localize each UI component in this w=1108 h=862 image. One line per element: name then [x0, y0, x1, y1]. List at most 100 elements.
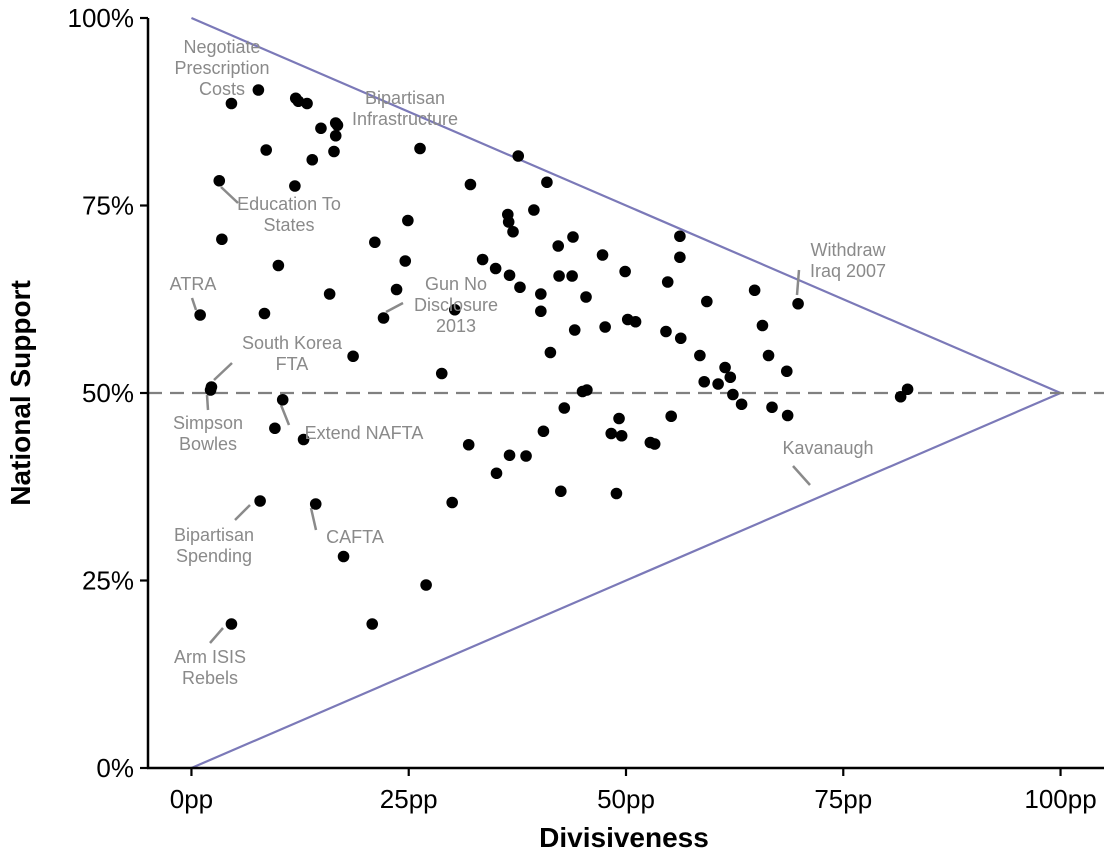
annotation-leader: [220, 186, 239, 204]
annotation-leader: [792, 465, 811, 486]
annotation-line: Education To: [237, 194, 341, 214]
annotation-label: Bipartisan Spending: [174, 525, 254, 566]
data-point: [660, 325, 672, 338]
annotation-line: Withdraw: [810, 240, 886, 260]
annotation-leaders: [190, 186, 811, 644]
data-point: [694, 349, 706, 362]
annotation-line: Infrastructure: [352, 109, 458, 129]
annotation-label: Arm ISIS Rebels: [174, 647, 246, 688]
data-point: [568, 324, 581, 336]
data-point: [502, 216, 515, 228]
data-point: [541, 176, 553, 189]
annotation-line: South Korea: [242, 333, 343, 353]
annotation-leader: [213, 362, 233, 381]
data-point: [596, 249, 609, 261]
data-point: [225, 618, 238, 630]
data-point: [225, 97, 238, 110]
data-point: [580, 291, 592, 303]
data-point: [520, 450, 532, 462]
boundary-lines: [191, 16, 1061, 770]
data-point: [727, 388, 739, 401]
data-point: [289, 180, 301, 192]
data-point: [756, 319, 769, 332]
data-point: [216, 233, 228, 246]
annotation-line: ATRA: [170, 274, 217, 294]
data-point: [724, 371, 737, 384]
x-tick-label: 75pp: [814, 784, 872, 814]
annotation-line: Rebels: [182, 668, 238, 688]
data-point: [462, 438, 475, 451]
data-point: [762, 349, 775, 362]
annotation-line: States: [263, 215, 314, 235]
annotation-line: CAFTA: [326, 527, 384, 547]
data-point: [712, 378, 724, 390]
data-point: [347, 350, 359, 363]
annotation-line: Simpson: [173, 413, 243, 433]
annotation-label: Kavanaugh: [782, 438, 873, 458]
annotation-label: ATRA: [170, 274, 217, 294]
data-point: [503, 449, 516, 462]
data-point: [599, 321, 611, 333]
data-point: [514, 281, 526, 294]
data-point: [719, 361, 731, 374]
x-tick-label: 100pp: [1024, 784, 1096, 814]
data-point: [213, 174, 226, 187]
x-tick-label: 0pp: [170, 784, 213, 814]
annotation-label: Extend NAFTA: [305, 423, 424, 443]
annotation-label: Withdraw Iraq 2007: [810, 240, 887, 281]
annotation-label: South Korea FTA: [242, 333, 343, 374]
data-point: [377, 312, 390, 324]
data-point: [420, 579, 432, 591]
data-point: [901, 383, 914, 396]
data-point: [272, 259, 285, 272]
y-tick-label: 50%: [82, 378, 134, 408]
data-point: [615, 429, 628, 442]
annotation-label: CAFTA: [326, 527, 384, 547]
data-point: [610, 487, 623, 500]
data-point: [674, 332, 687, 345]
data-point: [328, 145, 340, 158]
data-point: [252, 84, 265, 96]
annotation-label: Gun No Disclosure 2013: [414, 274, 498, 336]
data-point: [269, 422, 281, 435]
data-point: [390, 283, 403, 296]
y-tick-label: 25%: [82, 566, 134, 596]
data-point: [331, 119, 344, 132]
data-point: [553, 270, 565, 282]
annotation-leader: [309, 507, 318, 531]
annotation-labels: Negotiate Prescription Costs Bipartisan Infr…: [170, 37, 887, 688]
x-axis-title: Divisiveness: [539, 822, 709, 853]
data-point: [194, 309, 206, 321]
data-point: [490, 467, 503, 480]
data-point: [512, 150, 525, 162]
y-tick-label: 100%: [68, 3, 135, 33]
annotation-line: Disclosure: [414, 295, 498, 315]
data-point: [544, 346, 557, 359]
annotation-leader: [190, 297, 198, 311]
x-tick-label: 50pp: [597, 784, 655, 814]
annotation-label: Negotiate Prescription Costs: [174, 37, 269, 99]
data-point: [766, 401, 778, 414]
data-point: [674, 251, 686, 264]
annotation-line: Kavanaugh: [782, 438, 873, 458]
data-point: [306, 153, 319, 166]
data-point: [567, 231, 579, 243]
data-point: [535, 288, 547, 300]
y-axis-ticks: 0% 25% 50% 75% 100%: [68, 3, 148, 783]
data-point: [414, 142, 426, 155]
annotation-line: FTA: [276, 354, 309, 374]
annotation-line: Bipartisan: [174, 525, 254, 545]
data-point: [698, 375, 711, 388]
annotation-leader: [279, 404, 291, 426]
y-tick-label: 0%: [96, 753, 134, 783]
boundary-line-2: [191, 391, 1061, 770]
data-point: [552, 240, 565, 252]
data-point: [605, 427, 618, 440]
annotation-line: 2013: [436, 316, 476, 336]
data-point: [369, 236, 381, 249]
annotation-line: Prescription: [174, 58, 269, 78]
data-point: [792, 297, 804, 310]
data-point: [329, 129, 342, 142]
annotation-leader: [205, 394, 210, 411]
annotation-line: Costs: [199, 79, 245, 99]
